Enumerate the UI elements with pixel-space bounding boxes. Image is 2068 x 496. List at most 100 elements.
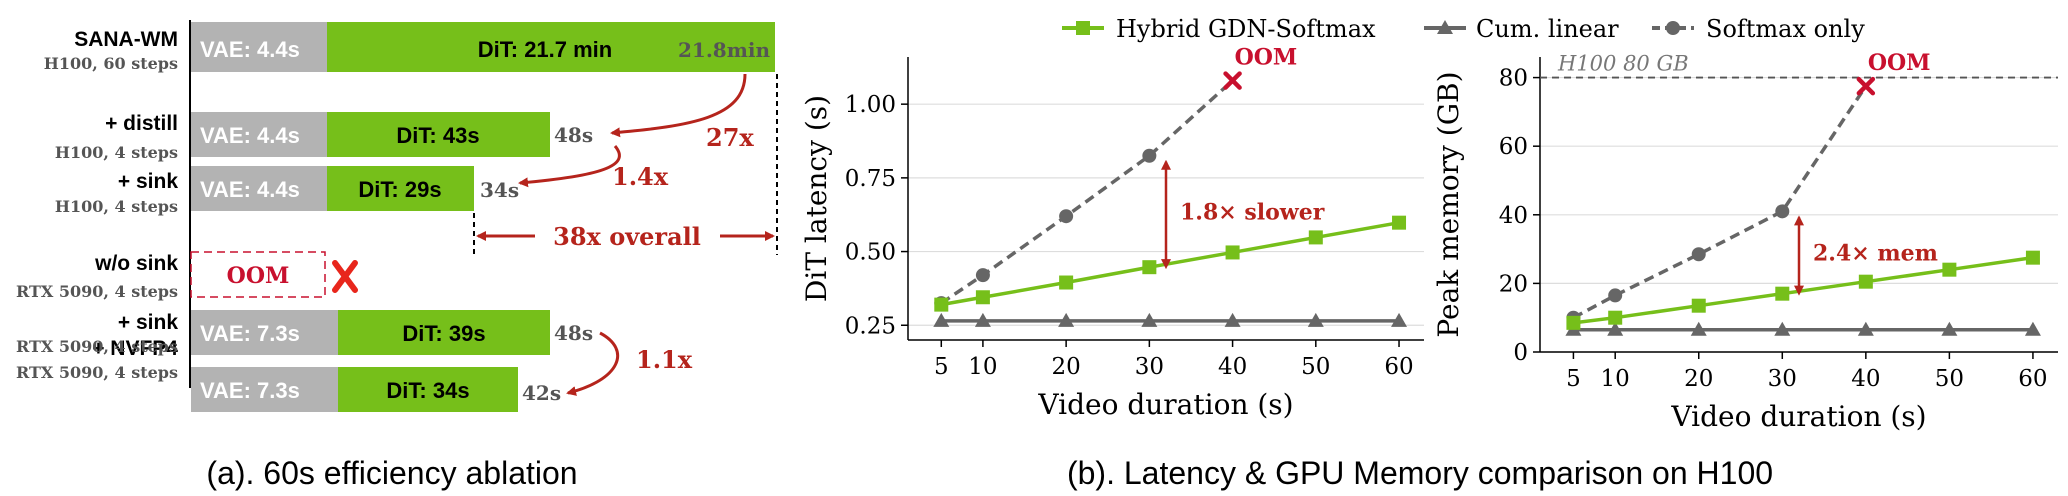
bar-distill: VAE: 4.4s DiT: 43s 48s (191, 112, 593, 157)
legend-label: Hybrid GDN-Softmax (1116, 15, 1376, 43)
speedup-label-overall: 38x overall (553, 222, 701, 251)
total-label: 21.8min (678, 38, 770, 62)
total-label: 48s (554, 123, 593, 147)
caption-a: (a). 60s efficiency ablation (206, 455, 577, 491)
dit-label: DiT: 39s (402, 321, 485, 346)
point-hybrid (1691, 298, 1706, 313)
x-tick-label: 20 (1684, 366, 1713, 392)
legend-marker-triangle (1437, 20, 1453, 34)
gap-label: 1.8× slower (1180, 199, 1325, 225)
point-hybrid (1392, 215, 1407, 230)
x-tick-label: 40 (1218, 354, 1247, 380)
point-hybrid (1225, 245, 1240, 260)
row-sub-sink-5090: RTX 5090, 4 steps (16, 337, 178, 356)
y-tick-label: 20 (1499, 271, 1528, 297)
dit-label: DiT: 29s (358, 177, 441, 202)
point-linear (1224, 312, 1241, 327)
x-tick-label: 30 (1768, 366, 1797, 392)
x-tick-label: 10 (968, 354, 997, 380)
caption-b: (b). Latency & GPU Memory comparison on … (1067, 455, 1773, 491)
dit-segment (338, 310, 550, 355)
point-softmax (1608, 288, 1623, 303)
dit-segment (327, 166, 474, 211)
legend-item-linear: Cum. linear (1424, 15, 1619, 43)
cross-stroke (1856, 76, 1876, 96)
y-axis-label: DiT latency (s) (800, 95, 833, 302)
y-tick-label: 0 (1513, 340, 1528, 366)
vae-segment (191, 22, 327, 72)
total-label: 48s (554, 321, 593, 345)
speedup-label-1-4x: 1.4x (612, 162, 669, 191)
row-label-distill: + distill (105, 112, 178, 135)
row-label-sana-wm: SANA-WM (74, 28, 178, 51)
oom-label: OOM (227, 263, 290, 289)
x-tick-label: 5 (1566, 366, 1581, 392)
row-sub-sana-wm: H100, 60 steps (44, 54, 178, 73)
series-line-hybrid (940, 220, 1400, 307)
point-linear (1941, 321, 1958, 336)
memory-cap-label: H100 80 GB (1557, 52, 1689, 76)
row-label-sink-5090: + sink (118, 311, 178, 334)
row-sub-nvfp4: RTX 5090, 4 steps (16, 363, 178, 382)
vae-segment (191, 112, 327, 157)
point-linear (1690, 321, 1707, 336)
gap-label: 2.4× mem (1813, 241, 1938, 267)
point-hybrid (1566, 315, 1581, 330)
x-tick-label: 20 (1051, 354, 1080, 380)
oom-cross-icon (1856, 76, 1876, 96)
point-linear (974, 312, 991, 327)
oom-cross-icon (332, 260, 358, 293)
vae-label: VAE: 7.3s (200, 321, 300, 346)
point-linear (933, 312, 950, 327)
x-axis-label: Video duration (s) (1670, 400, 1926, 433)
chart-latency: 0.25 0.50 0.75 1.00 5 10 20 30 40 50 60 Video durat… (800, 45, 1424, 421)
legend-marker-square (1076, 21, 1090, 35)
vae-segment (191, 367, 338, 412)
y-tick-label: 80 (1499, 66, 1528, 92)
point-linear (1307, 312, 1324, 327)
vae-label: VAE: 7.3s (200, 378, 300, 403)
point-linear (1141, 312, 1158, 327)
vae-label: VAE: 4.4s (200, 123, 300, 148)
dit-label: DiT: 21.7 min (478, 37, 612, 62)
series-line-hybrid (1573, 255, 2034, 325)
row-label-wo-sink: w/o sink (94, 252, 178, 275)
x-tick-label: 10 (1601, 366, 1630, 392)
x-tick-label: 60 (2018, 366, 2047, 392)
point-linear (2024, 321, 2041, 336)
dit-label: DiT: 34s (386, 378, 469, 403)
oom-cross-icon (1223, 71, 1242, 90)
point-hybrid (2025, 250, 2040, 265)
speedup-arrow-1-1x (566, 331, 619, 396)
oom-label: OOM (1235, 45, 1298, 71)
point-softmax (1775, 204, 1790, 219)
point-linear (1857, 321, 1874, 336)
row-sub-wo-sink: RTX 5090, 4 steps (16, 282, 178, 301)
y-axis-label: Peak memory (GB) (1432, 71, 1465, 337)
legend: Hybrid GDN-Softmax Cum. linear Softmax o… (1062, 15, 1865, 43)
x-axis-label: Video duration (s) (1037, 388, 1293, 421)
bar-sana-wm: VAE: 4.4s DiT: 21.7 min 21.8min (191, 22, 775, 72)
x-tick-label: 50 (1935, 366, 1964, 392)
y-tick-label: 1.00 (845, 92, 896, 118)
point-linear (1391, 312, 1408, 327)
x-tick-label: 30 (1135, 354, 1164, 380)
point-hybrid (1608, 310, 1623, 325)
speedup-arrow-27x (610, 73, 747, 138)
point-softmax (975, 268, 990, 283)
bar-nvfp4: VAE: 7.3s DiT: 34s 42s (191, 367, 561, 412)
speedup-arrow-1-4x (518, 145, 621, 188)
legend-item-hybrid: Hybrid GDN-Softmax (1062, 15, 1376, 43)
legend-item-softmax: Softmax only (1652, 15, 1865, 43)
y-tick-label: 0.75 (845, 166, 896, 192)
point-hybrid (1775, 286, 1790, 301)
point-hybrid (1308, 230, 1323, 245)
point-linear (1058, 312, 1075, 327)
point-hybrid (1942, 262, 1957, 277)
total-label: 34s (480, 178, 519, 202)
cross-stroke (1223, 71, 1242, 90)
point-hybrid (1142, 260, 1157, 275)
vae-label: VAE: 4.4s (200, 177, 300, 202)
legend-marker-circle (1666, 21, 1680, 35)
speedup-label-27x: 27x (706, 123, 754, 152)
